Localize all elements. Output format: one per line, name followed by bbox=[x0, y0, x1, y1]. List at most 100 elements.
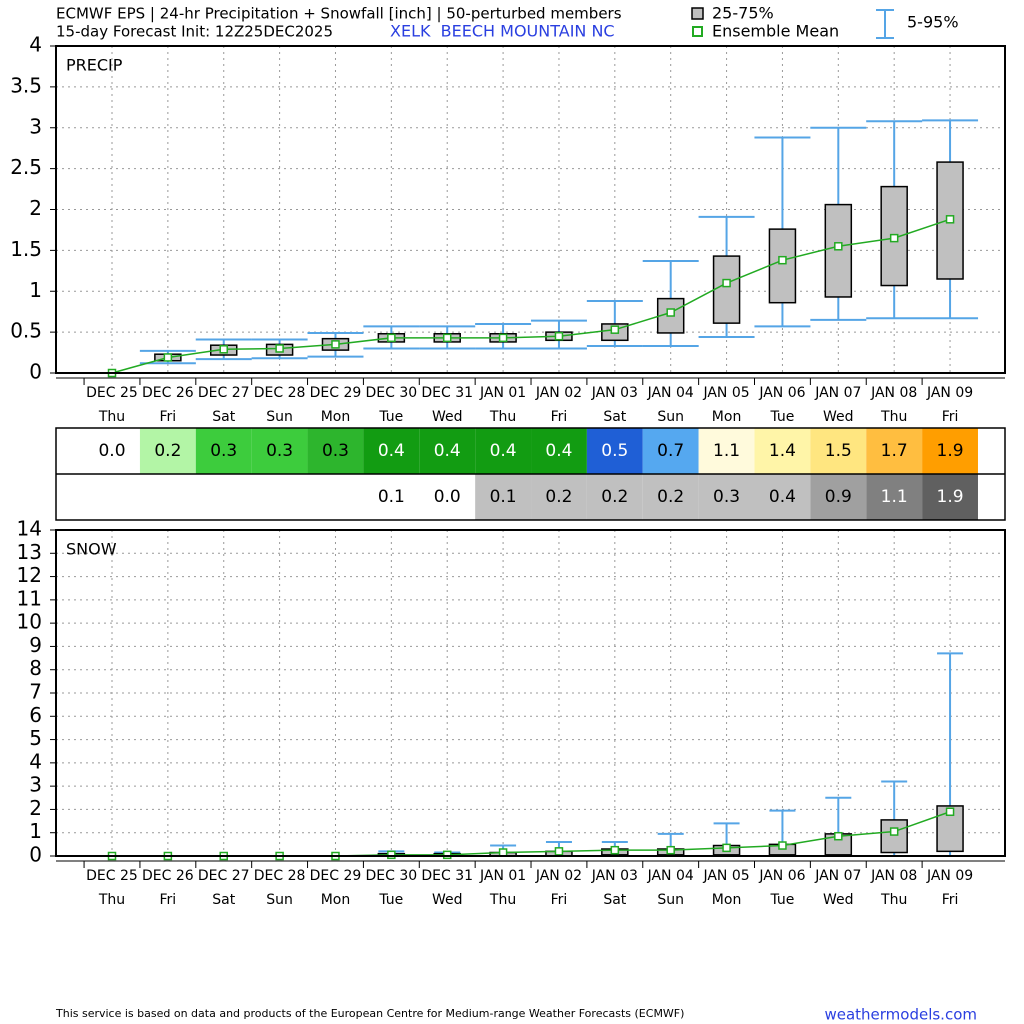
mean-marker bbox=[442, 850, 452, 860]
table-cell bbox=[698, 474, 755, 520]
mean-marker bbox=[387, 850, 396, 860]
footer-site[interactable]: weathermodels.com bbox=[824, 1006, 977, 1024]
x-tick-label: JAN 05 bbox=[702, 385, 749, 401]
table-cell bbox=[810, 474, 867, 520]
x-weekday-label: Sun bbox=[657, 892, 684, 908]
mean-marker bbox=[275, 344, 284, 353]
x-tick-label: DEC 25 bbox=[86, 385, 138, 401]
init: 15-day Forecast Init: 12Z25DEC2025 bbox=[56, 23, 333, 41]
mean-marker bbox=[554, 847, 564, 856]
x-weekday-label: Tue bbox=[769, 409, 794, 425]
y-tick-label: 14 bbox=[17, 517, 42, 541]
table-value: 0.3 bbox=[322, 441, 349, 461]
legend-label: Ensemble Mean bbox=[712, 22, 839, 41]
mean-marker bbox=[610, 845, 620, 855]
table-value: 0.0 bbox=[434, 487, 461, 507]
table-cell bbox=[531, 474, 587, 520]
x-weekday-label: Mon bbox=[321, 892, 351, 908]
x-tick-label: DEC 29 bbox=[310, 868, 362, 884]
box bbox=[824, 203, 853, 298]
x-tick-label: JAN 02 bbox=[535, 868, 582, 884]
table-cell bbox=[810, 428, 867, 474]
panel-label: PRECIP bbox=[66, 56, 123, 75]
y-tick-label: 3 bbox=[29, 773, 42, 797]
box bbox=[880, 819, 908, 854]
table-value: 0.3 bbox=[210, 441, 237, 461]
table-cell bbox=[139, 474, 196, 520]
mean-marker bbox=[498, 848, 508, 857]
x-weekday-label: Thu bbox=[880, 409, 907, 425]
table-value: 0.1 bbox=[490, 487, 517, 507]
mean-marker bbox=[722, 278, 731, 288]
table-value: 0.4 bbox=[490, 441, 517, 461]
x-tick-label: DEC 31 bbox=[421, 385, 473, 401]
mean-marker bbox=[331, 340, 340, 349]
y-tick-label: 1 bbox=[29, 819, 42, 843]
table-value: 0.7 bbox=[657, 441, 684, 461]
x-tick-label: JAN 08 bbox=[870, 868, 917, 884]
x-weekday-label: Thu bbox=[489, 892, 516, 908]
table-value: 1.4 bbox=[769, 441, 796, 461]
x-weekday-label: Sun bbox=[657, 409, 684, 425]
x-tick-label: JAN 03 bbox=[591, 385, 638, 401]
x-weekday-label: Wed bbox=[823, 409, 854, 425]
table-value: 0.9 bbox=[825, 487, 852, 507]
legend-label: 25-75% bbox=[712, 4, 774, 23]
x-tick-label: DEC 28 bbox=[254, 868, 306, 884]
table-cell bbox=[866, 474, 923, 520]
table-value: 0.2 bbox=[154, 441, 181, 461]
y-tick-label: 11 bbox=[17, 586, 42, 610]
table-value: 1.9 bbox=[937, 441, 964, 461]
table-value: 0.1 bbox=[378, 487, 405, 507]
mean-marker bbox=[722, 843, 731, 853]
y-tick-label: 12 bbox=[17, 563, 42, 587]
x-weekday-label: Sat bbox=[603, 409, 626, 425]
x-weekday-label: Mon bbox=[712, 409, 742, 425]
x-tick-label: JAN 04 bbox=[647, 385, 694, 401]
x-tick-label: JAN 07 bbox=[814, 868, 861, 884]
table-value: 1.5 bbox=[825, 441, 852, 461]
table-cell bbox=[922, 474, 978, 520]
box bbox=[712, 255, 741, 324]
y-tick-label: 0 bbox=[29, 360, 42, 384]
station: XELK BEECH MOUNTAIN NC bbox=[390, 22, 615, 41]
x-weekday-label: Thu bbox=[98, 892, 125, 908]
box bbox=[768, 228, 797, 304]
legend-label: 5-95% bbox=[907, 13, 959, 32]
x-weekday-label: Mon bbox=[712, 892, 742, 908]
table-value: 1.1 bbox=[713, 441, 740, 461]
x-weekday-label: Fri bbox=[942, 892, 959, 908]
x-weekday-label: Wed bbox=[432, 892, 463, 908]
table-cell bbox=[195, 474, 252, 520]
table-cell bbox=[586, 428, 643, 474]
mean-marker bbox=[387, 333, 396, 343]
x-tick-label: DEC 30 bbox=[366, 385, 418, 401]
y-tick-label: 4 bbox=[29, 749, 42, 773]
table-cell bbox=[56, 474, 140, 520]
table-value: 0.3 bbox=[713, 487, 740, 507]
x-weekday-label: Sat bbox=[212, 409, 235, 425]
x-tick-label: JAN 08 bbox=[870, 385, 917, 401]
y-tick-label: 3 bbox=[29, 114, 42, 138]
table-cell bbox=[531, 428, 587, 474]
mean-marker bbox=[945, 215, 955, 224]
x-weekday-label: Thu bbox=[489, 409, 516, 425]
x-tick-label: DEC 31 bbox=[421, 868, 473, 884]
x-weekday-label: Thu bbox=[98, 409, 125, 425]
y-tick-label: 1 bbox=[29, 278, 42, 302]
x-tick-label: DEC 26 bbox=[142, 868, 194, 884]
table-cell bbox=[307, 474, 364, 520]
y-tick-label: 7 bbox=[29, 680, 42, 704]
table-cell bbox=[642, 428, 699, 474]
x-tick-label: JAN 03 bbox=[591, 868, 638, 884]
table-value: 0.2 bbox=[657, 487, 684, 507]
mean-marker bbox=[163, 353, 173, 362]
table-cell bbox=[866, 428, 923, 474]
table-cell bbox=[642, 474, 699, 520]
x-tick-label: DEC 25 bbox=[86, 868, 138, 884]
table-cell bbox=[586, 474, 643, 520]
x-weekday-label: Sun bbox=[266, 409, 293, 425]
x-tick-label: JAN 01 bbox=[479, 385, 526, 401]
table-cell bbox=[475, 474, 532, 520]
x-weekday-label: Sat bbox=[603, 892, 626, 908]
